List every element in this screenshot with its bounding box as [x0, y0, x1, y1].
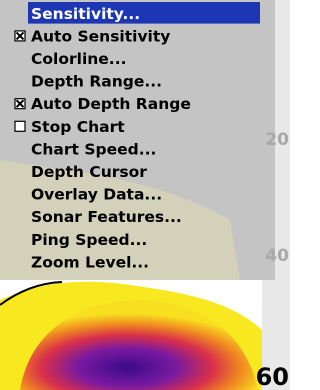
menu-item-label[interactable]: Stop Chart	[31, 118, 125, 136]
menu-item[interactable]: Sensitivity...	[28, 2, 260, 24]
menu-item[interactable]: Auto Sensitivity	[15, 27, 170, 45]
menu-item[interactable]: Zoom Level...	[31, 253, 149, 271]
menu-item[interactable]: Depth Range...	[31, 73, 162, 91]
menu-item-label[interactable]: Zoom Level...	[31, 253, 149, 271]
checkbox[interactable]	[15, 121, 25, 131]
menu-item-label[interactable]: Chart Speed...	[31, 140, 156, 158]
menu-item[interactable]: Stop Chart	[15, 118, 125, 136]
depth-label: 20	[265, 130, 289, 150]
menu-item[interactable]: Depth Cursor	[31, 163, 147, 181]
menu-item-label[interactable]: Sonar Features...	[31, 208, 182, 226]
menu-item-label[interactable]: Depth Cursor	[31, 163, 147, 181]
menu-item[interactable]: Auto Depth Range	[15, 95, 191, 113]
menu-item[interactable]: Sonar Features...	[31, 208, 182, 226]
menu-item-label[interactable]: Auto Depth Range	[31, 95, 191, 113]
menu-item[interactable]: Overlay Data...	[31, 186, 162, 204]
menu-item[interactable]: Colorline...	[31, 50, 126, 68]
depth-label: 40	[265, 246, 289, 266]
menu-item[interactable]: Ping Speed...	[31, 231, 147, 249]
menu-item-label[interactable]: Depth Range...	[31, 73, 162, 91]
sonar-screen: Sensitivity... Auto Sensitivity Colorline.…	[0, 0, 290, 390]
menu-item-label[interactable]: Colorline...	[31, 50, 126, 68]
menu-item-label[interactable]: Overlay Data...	[31, 186, 162, 204]
depth-label: 60	[256, 363, 289, 390]
menu-item-label[interactable]: Sensitivity...	[31, 5, 140, 23]
menu-item[interactable]: Chart Speed...	[31, 140, 156, 158]
menu-item-label[interactable]: Auto Sensitivity	[31, 27, 170, 45]
menu-item-label[interactable]: Ping Speed...	[31, 231, 147, 249]
